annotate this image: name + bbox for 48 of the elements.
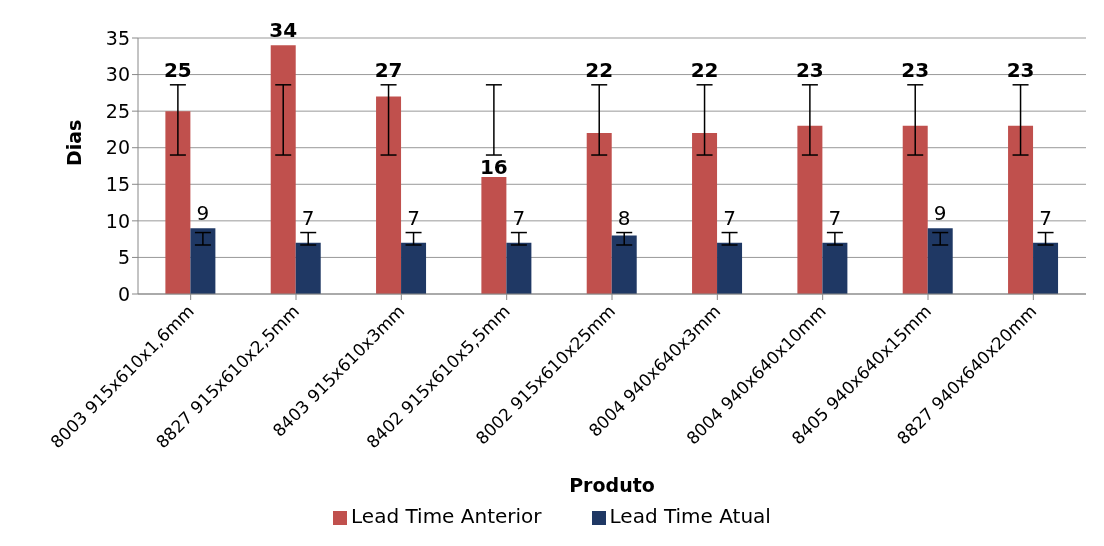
bar — [611, 235, 637, 294]
data-label: 27 — [374, 57, 403, 82]
bar — [692, 133, 718, 294]
y-tick-label: 15 — [105, 173, 130, 196]
bar — [270, 45, 296, 294]
bar — [401, 242, 427, 294]
data-label: 23 — [901, 57, 930, 82]
y-tick-label: 25 — [105, 99, 130, 122]
bar — [586, 133, 612, 294]
y-tick-label: 35 — [105, 26, 130, 49]
bar — [927, 228, 953, 294]
data-label: 9 — [196, 201, 210, 226]
y-tick-label: 5 — [117, 246, 130, 269]
bar — [822, 242, 848, 294]
bar — [1008, 125, 1034, 294]
data-label: 23 — [1006, 57, 1035, 82]
y-tick-label: 0 — [117, 282, 130, 305]
data-label: 8 — [617, 205, 631, 230]
bar — [165, 111, 191, 294]
data-label: 25 — [163, 57, 192, 82]
bar — [1033, 242, 1059, 294]
y-axis-title: Dias — [62, 119, 85, 166]
bar — [481, 176, 507, 294]
bar — [717, 242, 743, 294]
legend-label: Lead Time Anterior — [351, 504, 542, 528]
y-tick-label: 20 — [105, 136, 130, 159]
data-label: 16 — [479, 154, 508, 179]
data-label: 22 — [585, 57, 614, 82]
data-label: 7 — [301, 205, 315, 230]
bar — [506, 242, 532, 294]
bar — [797, 125, 823, 294]
bar — [376, 96, 402, 294]
data-label: 7 — [723, 205, 736, 230]
data-label: 23 — [795, 57, 824, 82]
bar — [190, 228, 216, 294]
y-tick-label: 10 — [105, 209, 130, 232]
data-label: 7 — [828, 205, 842, 230]
data-label: 34 — [269, 18, 298, 43]
y-tick-label: 30 — [105, 63, 130, 86]
legend-label: Lead Time Atual — [609, 504, 771, 528]
data-label: 7 — [512, 205, 526, 230]
x-axis-title: Produto — [569, 474, 655, 496]
bar — [902, 125, 928, 294]
data-label: 7 — [1039, 205, 1052, 230]
bar — [295, 242, 321, 294]
data-label: 9 — [933, 201, 947, 226]
data-label: 7 — [407, 205, 420, 230]
data-label: 22 — [690, 57, 719, 82]
